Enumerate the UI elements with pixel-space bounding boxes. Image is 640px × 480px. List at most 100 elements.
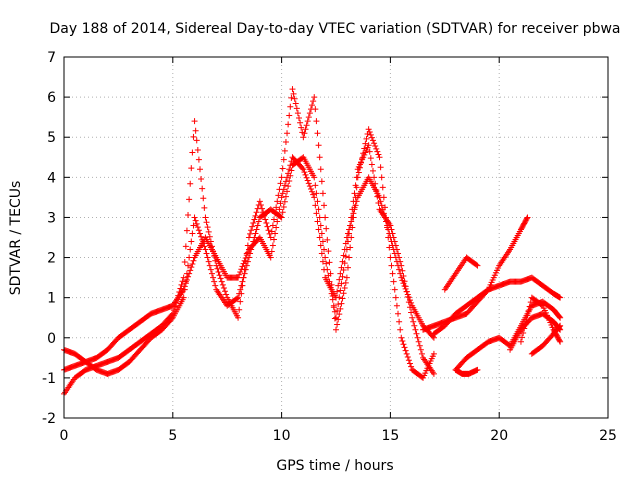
data-point: [403, 350, 410, 357]
data-point: [236, 271, 243, 278]
data-point: [317, 242, 324, 249]
data-point: [236, 306, 243, 313]
data-point: [418, 350, 425, 357]
data-point: [273, 204, 280, 211]
data-point: [278, 214, 285, 221]
data-point: [366, 148, 373, 155]
data-point: [417, 346, 424, 353]
data-point: [273, 224, 280, 231]
data-point: [374, 148, 381, 155]
data-point: [402, 347, 409, 354]
data-point: [372, 180, 379, 187]
data-point: [181, 286, 188, 293]
data-point: [219, 281, 226, 288]
data-point: [385, 234, 392, 241]
data-point: [321, 246, 328, 253]
data-point: [523, 215, 530, 222]
data-point: [306, 183, 313, 190]
data-point: [381, 204, 388, 211]
data-point: [168, 315, 175, 322]
data-point: [395, 250, 402, 257]
data-point: [285, 121, 292, 128]
data-point: [237, 298, 244, 305]
data-point: [190, 222, 197, 229]
data-point: [349, 206, 356, 213]
data-point: [402, 283, 409, 290]
data-point: [222, 288, 229, 295]
data-point: [212, 282, 219, 289]
data-point: [217, 275, 224, 282]
data-point: [218, 278, 225, 285]
data-point: [286, 177, 293, 184]
data-point: [282, 193, 289, 200]
data-point: [206, 233, 213, 240]
data-point: [365, 142, 372, 149]
data-point: [312, 202, 319, 209]
plot-frame: [63, 56, 609, 419]
data-point: [284, 174, 291, 181]
data-point: [275, 192, 282, 199]
data-point: [242, 266, 249, 273]
data-point: [333, 314, 339, 321]
data-point: [304, 177, 311, 184]
data-point: [252, 230, 259, 237]
data-point: [303, 122, 310, 129]
data-point: [409, 314, 416, 321]
data-point: [313, 210, 320, 217]
data-point: [313, 190, 320, 197]
data-point: [316, 214, 323, 221]
x-tick-label: 15: [381, 428, 399, 444]
data-point: [342, 279, 349, 286]
data-point: [280, 204, 287, 211]
data-point: [309, 102, 316, 109]
data-point: [286, 112, 293, 119]
data-point: [194, 147, 201, 154]
data-point: [557, 314, 564, 321]
data-point: [277, 213, 284, 220]
data-point: [319, 238, 326, 245]
data-point: [290, 90, 297, 97]
data-point: [305, 114, 312, 121]
x-tick-label: 10: [273, 428, 291, 444]
data-point: [400, 273, 407, 280]
data-point: [400, 341, 407, 348]
data-point: [181, 258, 188, 265]
data-point: [294, 110, 301, 117]
data-point: [267, 254, 274, 261]
data-point: [237, 286, 244, 293]
data-point: [302, 126, 309, 133]
data-point: [208, 270, 215, 277]
data-point: [193, 220, 200, 227]
data-point: [287, 103, 294, 110]
data-point: [288, 167, 295, 174]
data-point: [396, 266, 403, 273]
data-point: [350, 198, 357, 205]
data-point: [318, 250, 325, 257]
data-point: [276, 186, 283, 193]
data-point: [353, 174, 360, 181]
data-point: [241, 257, 248, 264]
data-point: [314, 198, 321, 205]
data-point: [281, 147, 288, 154]
data-point: [524, 214, 531, 221]
data-point: [280, 156, 287, 163]
data-point: [324, 236, 331, 243]
data-point: [198, 175, 205, 182]
data-point: [379, 184, 386, 191]
data-point: [337, 305, 344, 312]
data-point: [334, 288, 341, 295]
data-point: [305, 180, 312, 187]
data-point: [406, 304, 413, 311]
data-point: [236, 290, 243, 297]
y-tick-label: -1: [42, 371, 56, 387]
data-point: [282, 139, 289, 146]
data-point: [274, 218, 281, 225]
data-point: [200, 195, 207, 202]
data-point: [175, 292, 182, 299]
data-point: [321, 202, 328, 209]
data-point: [211, 252, 218, 259]
data-point: [250, 220, 257, 227]
data-point: [337, 287, 344, 294]
data-point: [206, 262, 213, 269]
